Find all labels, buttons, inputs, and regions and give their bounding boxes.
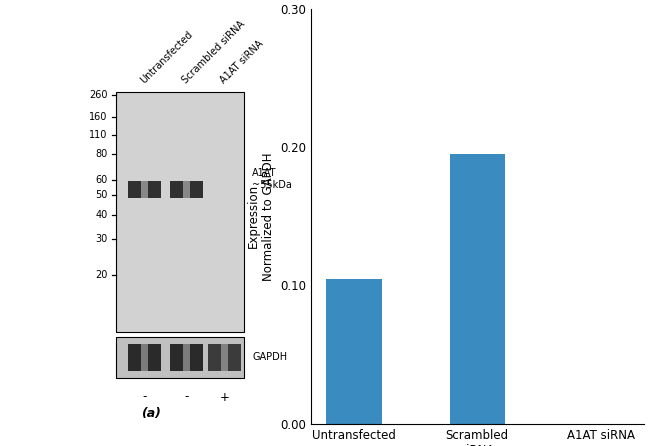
FancyBboxPatch shape [183, 180, 190, 198]
Text: A1AT siRNA: A1AT siRNA [218, 39, 266, 86]
FancyBboxPatch shape [128, 181, 161, 198]
FancyBboxPatch shape [140, 343, 148, 372]
Text: 60: 60 [96, 175, 108, 185]
FancyBboxPatch shape [208, 344, 241, 371]
FancyBboxPatch shape [170, 181, 203, 198]
Text: A1AT
~55kDa: A1AT ~55kDa [252, 168, 292, 190]
Polygon shape [116, 92, 244, 332]
Text: +: + [220, 391, 229, 404]
FancyBboxPatch shape [183, 343, 190, 372]
Text: (a): (a) [141, 407, 161, 420]
Text: 20: 20 [96, 270, 108, 280]
Text: GAPDH: GAPDH [252, 352, 287, 362]
FancyBboxPatch shape [170, 344, 203, 371]
Text: -: - [184, 391, 188, 404]
Text: 40: 40 [96, 210, 108, 219]
Bar [450, 154, 505, 424]
FancyBboxPatch shape [128, 344, 161, 371]
Text: -: - [142, 391, 146, 404]
Text: 50: 50 [96, 190, 108, 200]
Text: 110: 110 [89, 130, 108, 140]
Text: 160: 160 [89, 112, 108, 122]
FancyBboxPatch shape [140, 180, 148, 198]
Polygon shape [116, 337, 244, 378]
Text: 30: 30 [96, 234, 108, 244]
FancyBboxPatch shape [221, 343, 228, 372]
Text: Untransfected: Untransfected [138, 29, 194, 86]
Bar [326, 278, 382, 424]
Text: 260: 260 [89, 91, 108, 100]
Y-axis label: Expression
Normalized to GAPDH: Expression Normalized to GAPDH [246, 152, 275, 281]
Text: Scrambled siRNA: Scrambled siRNA [181, 19, 247, 86]
Text: 80: 80 [96, 149, 108, 159]
